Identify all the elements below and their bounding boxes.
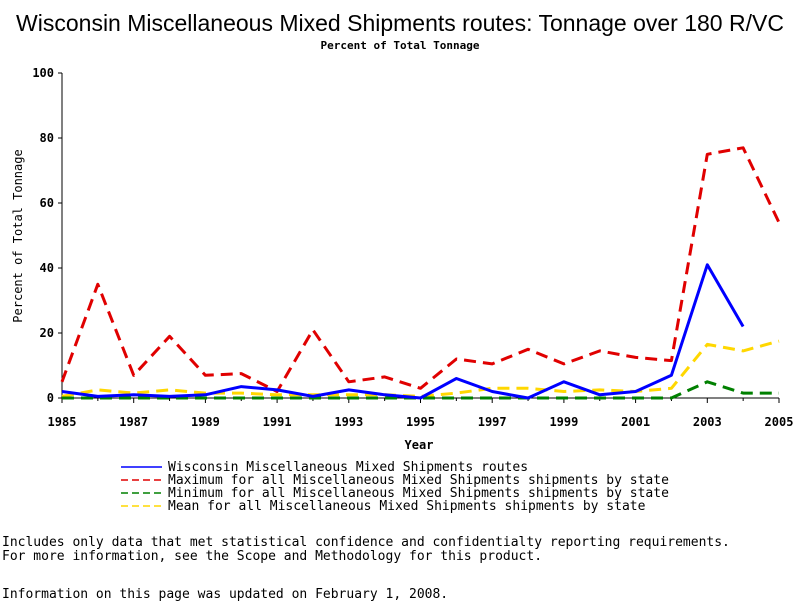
x-tick-label: 1991 bbox=[263, 415, 292, 429]
y-tick-label: 60 bbox=[40, 196, 54, 210]
x-axis-title: Year bbox=[405, 438, 434, 452]
x-tick-label: 1995 bbox=[406, 415, 435, 429]
y-tick-label: 40 bbox=[40, 261, 54, 275]
x-tick-label: 1999 bbox=[549, 415, 578, 429]
chart-title: Wisconsin Miscellaneous Mixed Shipments … bbox=[16, 10, 784, 36]
legend-label-4: Mean for all Miscellaneous Mixed Shipmen… bbox=[168, 499, 646, 514]
series-line-2 bbox=[60, 146, 781, 393]
x-tick-label: 1997 bbox=[478, 415, 507, 429]
x-tick-label: 1987 bbox=[119, 415, 148, 429]
series-line-3 bbox=[62, 380, 779, 400]
x-tick-label: 2001 bbox=[621, 415, 650, 429]
legend-label-2: Maximum for all Miscellaneous Mixed Ship… bbox=[168, 473, 669, 488]
x-tick-label: 1989 bbox=[191, 415, 220, 429]
legend-label-3: Minimum for all Miscellaneous Mixed Ship… bbox=[168, 486, 669, 501]
legend-label-1: Wisconsin Miscellaneous Mixed Shipments … bbox=[168, 460, 528, 475]
x-tick-label: 1985 bbox=[48, 415, 77, 429]
y-tick-label: 0 bbox=[47, 391, 54, 405]
series-line-4 bbox=[61, 339, 780, 398]
y-tick-label: 20 bbox=[40, 326, 54, 340]
y-axis-title: Percent of Total Tonnage bbox=[11, 149, 25, 322]
chart-subtitle: Percent of Total Tonnage bbox=[320, 39, 480, 52]
note-methodology: For more information, see the Scope and … bbox=[2, 549, 543, 564]
series-line-1 bbox=[61, 263, 745, 400]
x-tick-label: 1993 bbox=[334, 415, 363, 429]
updated-note: Information on this page was updated on … bbox=[2, 587, 449, 602]
x-tick-label: 2003 bbox=[693, 415, 722, 429]
y-tick-label: 100 bbox=[32, 66, 54, 80]
note-confidence: Includes only data that met statistical … bbox=[2, 535, 730, 550]
line-chart: 0 20 40 60 80 100 1985 1987 1989 1991 1993 1995 199… bbox=[11, 66, 794, 514]
y-tick-label: 80 bbox=[40, 131, 54, 145]
x-tick-label: 2005 bbox=[765, 415, 794, 429]
notes: Includes only data that met statistical … bbox=[2, 536, 730, 564]
